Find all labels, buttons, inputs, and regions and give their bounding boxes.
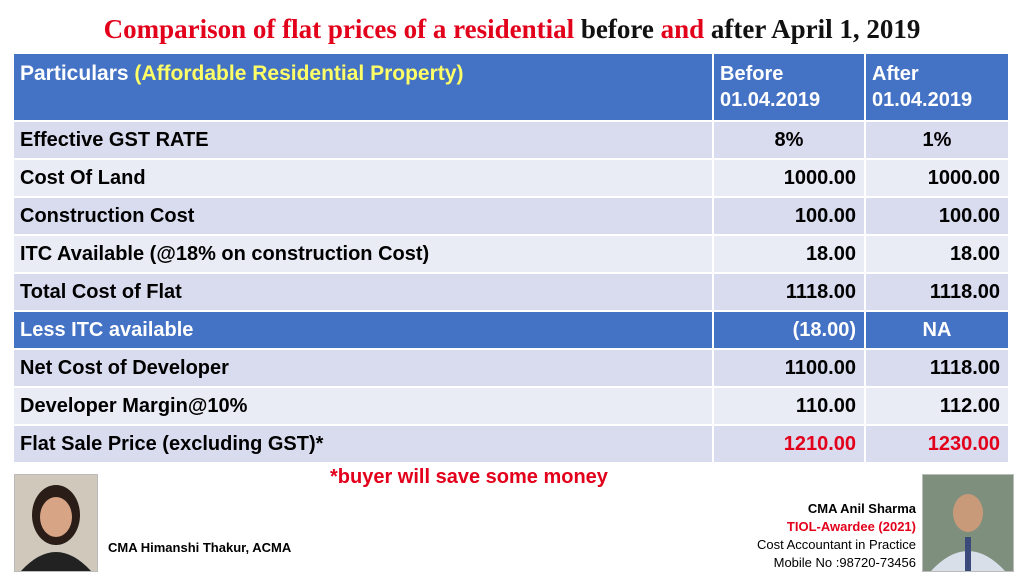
row-after: 1% (864, 120, 1010, 160)
row-before: 1210.00 (712, 424, 866, 464)
title-part3: and (660, 14, 705, 44)
buyer-savings-note: *buyer will save some money (330, 466, 608, 488)
table-row: Construction Cost 100.00 100.00 (12, 196, 1010, 236)
row-before: 18.00 (712, 234, 866, 274)
table-row: Net Cost of Developer 1100.00 1118.00 (12, 348, 1010, 388)
presenter-signature: CMA Anil Sharma TIOL-Awardee (2021) Cost… (757, 500, 916, 572)
row-label: Flat Sale Price (excluding GST)* (12, 424, 714, 464)
slide-title: Comparison of flat prices of a residenti… (0, 14, 1024, 45)
header-before-line2: 01.04.2019 (720, 89, 821, 111)
header-particulars-label: Particulars (20, 62, 129, 85)
header-before-line1: Before (720, 63, 784, 85)
row-after: 1118.00 (864, 348, 1010, 388)
table-row: Developer Margin@10% 110.00 112.00 (12, 386, 1010, 426)
row-after: 1230.00 (864, 424, 1010, 464)
row-after: NA (864, 310, 1010, 350)
row-after: 1000.00 (864, 158, 1010, 198)
row-before: 8% (712, 120, 866, 160)
row-after: 112.00 (864, 386, 1010, 426)
row-label: Developer Margin@10% (12, 386, 714, 426)
presenter-photo-left (14, 474, 98, 572)
row-before: 1000.00 (712, 158, 866, 198)
table-row: ITC Available (@18% on construction Cost… (12, 234, 1010, 274)
row-label: Effective GST RATE (12, 120, 714, 160)
header-after: After 01.04.2019 (864, 52, 1010, 122)
row-after: 18.00 (864, 234, 1010, 274)
row-after: 100.00 (864, 196, 1010, 236)
header-particulars-sub: (Affordable Residential Property) (134, 62, 464, 85)
row-before: 1100.00 (712, 348, 866, 388)
row-before: (18.00) (712, 310, 866, 350)
title-part1: Comparison of flat prices of a residenti… (103, 14, 575, 44)
header-before: Before 01.04.2019 (712, 52, 866, 122)
signature-role: Cost Accountant in Practice (757, 537, 916, 552)
row-label: Net Cost of Developer (12, 348, 714, 388)
presenter-photo-right (922, 474, 1014, 572)
header-after-line1: After (872, 63, 919, 85)
table-row: Less ITC available (18.00) NA (12, 310, 1010, 350)
portrait-male-icon (923, 475, 1013, 571)
row-label: Less ITC available (12, 310, 714, 350)
table-row: Total Cost of Flat 1118.00 1118.00 (12, 272, 1010, 312)
table-row: Flat Sale Price (excluding GST)* 1210.00… (12, 424, 1010, 464)
header-after-line2: 01.04.2019 (872, 89, 973, 111)
table-header: Particulars (Affordable Residential Prop… (12, 52, 1010, 122)
row-before: 1118.00 (712, 272, 866, 312)
signature-name: CMA Anil Sharma (807, 501, 916, 516)
title-part4: after April 1, 2019 (710, 14, 921, 44)
table-row: Cost Of Land 1000.00 1000.00 (12, 158, 1010, 198)
row-label: Cost Of Land (12, 158, 714, 198)
row-after: 1118.00 (864, 272, 1010, 312)
presenter-caption-left: CMA Himanshi Thakur, ACMA (108, 540, 292, 555)
row-before: 100.00 (712, 196, 866, 236)
portrait-female-icon (15, 475, 97, 571)
table-row: Effective GST RATE 8% 1% (12, 120, 1010, 160)
signature-award: TIOL-Awardee (2021) (786, 519, 916, 534)
row-label: Total Cost of Flat (12, 272, 714, 312)
title-part2: before (580, 14, 654, 44)
row-label: ITC Available (@18% on construction Cost… (12, 234, 714, 274)
row-before: 110.00 (712, 386, 866, 426)
row-label: Construction Cost (12, 196, 714, 236)
header-particulars: Particulars (Affordable Residential Prop… (12, 52, 714, 122)
comparison-table: Particulars (Affordable Residential Prop… (12, 52, 1010, 464)
signature-mobile: Mobile No :98720-73456 (773, 555, 916, 570)
